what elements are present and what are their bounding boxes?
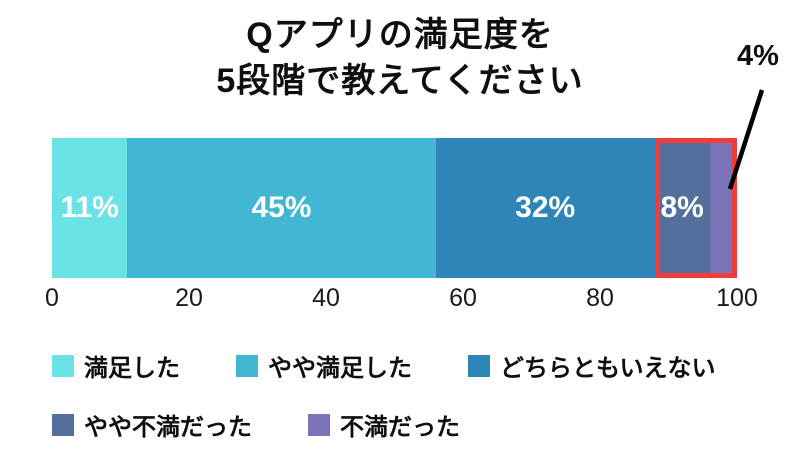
- axis-tick-label: 80: [586, 284, 614, 312]
- legend: 満足した やや満足した どちらともいえないやや不満だった 不満だった: [52, 348, 716, 462]
- legend-item: どちらともいえない: [468, 348, 716, 383]
- legend-item: やや不満だった: [52, 407, 252, 442]
- legend-label: やや満足した: [268, 355, 412, 382]
- bar-segment-value: 11%: [60, 191, 119, 224]
- bar-segment-value: 8%: [660, 191, 704, 224]
- legend-swatch: [52, 413, 74, 436]
- bar-segment-2: 45%: [127, 138, 436, 278]
- bar-segment-value: 32%: [515, 191, 576, 224]
- legend-item: 不満だった: [308, 407, 460, 442]
- chart-title-line1: Qアプリの満足度を: [246, 16, 554, 54]
- legend-label: 不満だった: [340, 414, 460, 441]
- axis-tick-label: 20: [175, 284, 203, 312]
- axis-tick-label: 0: [45, 284, 59, 312]
- legend-row: やや不満だった 不満だった: [52, 407, 716, 442]
- bar-segment-3: 32%: [435, 138, 655, 278]
- plot-area: 11% 45% 32% 8%: [52, 138, 737, 278]
- legend-swatch: [468, 354, 490, 377]
- legend-item: やや満足した: [236, 348, 412, 383]
- axis-tick-label: 100: [716, 284, 758, 312]
- callout-value-label: 4%: [737, 40, 779, 72]
- legend-swatch: [308, 413, 330, 436]
- bar-segment-4: 8%: [654, 138, 710, 278]
- bar-segment-value: 45%: [251, 191, 312, 224]
- legend-item: 満足した: [52, 348, 180, 383]
- chart-title: Qアプリの満足度を 5段階で教えてください: [0, 12, 800, 104]
- legend-label: 満足した: [84, 355, 180, 382]
- axis-tick-label: 40: [312, 284, 340, 312]
- axis-tick-label: 60: [449, 284, 477, 312]
- highlight-frame: [654, 138, 737, 278]
- stacked-bar: 11% 45% 32% 8%: [52, 138, 737, 278]
- x-axis: 0 20 40 60 80 100: [45, 284, 758, 318]
- legend-label: やや不満だった: [84, 414, 252, 441]
- bar-segment-1: 11%: [52, 138, 128, 278]
- legend-label: どちらともいえない: [500, 355, 716, 382]
- legend-swatch: [52, 354, 74, 377]
- chart-title-line2: 5段階で教えてください: [216, 62, 584, 100]
- legend-swatch: [236, 354, 258, 377]
- legend-row: 満足した やや満足した どちらともいえない: [52, 348, 716, 383]
